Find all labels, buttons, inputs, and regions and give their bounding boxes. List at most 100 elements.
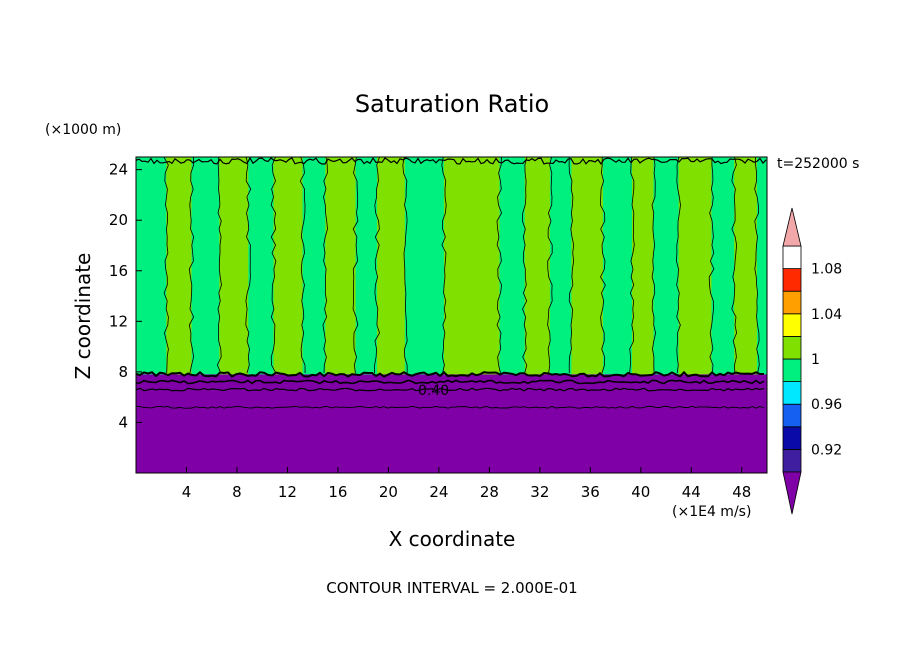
band-12 bbox=[499, 157, 526, 376]
horizontal-contour-2 bbox=[136, 387, 765, 392]
contour-label: 0.40 bbox=[418, 383, 449, 399]
x-tick-label-36: 36 bbox=[581, 483, 600, 501]
band-boundary-contour-21 bbox=[731, 157, 738, 374]
y-axis-label: Z coordinate bbox=[71, 253, 95, 380]
y-axis: 4 8 12 16 20 24 bbox=[109, 161, 142, 431]
colorbar-segment-5 bbox=[782, 335, 802, 360]
colorbar-segment-8 bbox=[782, 268, 802, 292]
y-tick-label-8: 8 bbox=[118, 363, 128, 381]
colorbar: 0.92 0.96 1 1.04 1.08 bbox=[782, 207, 842, 515]
band-boundary-contour-2 bbox=[188, 157, 195, 374]
band-boundary-contour-20 bbox=[708, 157, 715, 374]
band-boundary-contour-7 bbox=[322, 157, 328, 374]
contour-interval-footer: CONTOUR INTERVAL = 2.000E-01 bbox=[326, 579, 577, 597]
x-tick-label-40: 40 bbox=[631, 483, 650, 501]
x-tick-label-8: 8 bbox=[232, 483, 242, 501]
band-boundary-contour-4 bbox=[245, 157, 252, 374]
x-unit-label: (×1E4 m/s) bbox=[672, 504, 751, 520]
band-16 bbox=[602, 157, 633, 376]
band-boundary-contour-1 bbox=[163, 157, 169, 374]
colorbar-label-4: 1.08 bbox=[811, 262, 842, 278]
x-tick-label-48: 48 bbox=[732, 483, 751, 501]
plot-frame bbox=[135, 156, 768, 474]
colorbar-segment-1 bbox=[782, 426, 802, 450]
band-17 bbox=[631, 157, 654, 376]
band-19 bbox=[678, 157, 712, 376]
colorbar-under-arrow bbox=[782, 471, 802, 515]
upper-bands bbox=[136, 157, 767, 376]
x-axis: 4 8 12 16 20 24 28 32 36 40 44 48 bbox=[182, 467, 751, 501]
y-tick-label-12: 12 bbox=[109, 312, 128, 330]
band-6 bbox=[302, 157, 326, 376]
colorbar-segment-3 bbox=[782, 381, 802, 405]
band-10 bbox=[404, 157, 445, 376]
y-tick-label-20: 20 bbox=[109, 211, 128, 229]
band-boundary-contour-14 bbox=[547, 157, 553, 374]
y-tick-label-4: 4 bbox=[118, 413, 128, 431]
colorbar-segment-0 bbox=[782, 448, 802, 473]
y-tick-label-16: 16 bbox=[109, 262, 128, 280]
band-boundary-contour-10 bbox=[402, 157, 408, 374]
colorbar-label-1: 0.96 bbox=[811, 397, 842, 413]
y-tick-label-24: 24 bbox=[109, 161, 128, 179]
band-21 bbox=[734, 157, 758, 376]
band-8 bbox=[355, 157, 378, 376]
band-9 bbox=[377, 157, 406, 376]
band-14 bbox=[549, 157, 572, 376]
chart-title: Saturation Ratio bbox=[355, 90, 549, 118]
band-boundary-contour-12 bbox=[496, 157, 503, 374]
band-5 bbox=[273, 157, 304, 376]
band-boundary-contour-3 bbox=[216, 157, 222, 374]
band-22 bbox=[756, 157, 767, 376]
horizontal-contour-1 bbox=[136, 379, 765, 385]
x-tick-label-28: 28 bbox=[480, 483, 499, 501]
y-unit-label: (×1000 m) bbox=[45, 122, 121, 138]
band-2 bbox=[191, 157, 220, 376]
band-boundary-contour-13 bbox=[521, 157, 528, 374]
colorbar-segment-7 bbox=[782, 290, 802, 315]
band-boundary-contour-5 bbox=[270, 157, 277, 374]
plot-area bbox=[136, 157, 767, 473]
x-tick-label-20: 20 bbox=[379, 483, 398, 501]
colorbar-segment-6 bbox=[782, 313, 802, 337]
time-label: t=252000 s bbox=[777, 156, 859, 172]
horizontal-contour-0 bbox=[136, 370, 764, 378]
band-boundary-contour-16 bbox=[599, 157, 606, 374]
top-edge-contour bbox=[136, 157, 767, 165]
band-boundary-contour-22 bbox=[754, 157, 760, 374]
x-axis-label: X coordinate bbox=[389, 527, 516, 551]
band-boundary-contour-15 bbox=[568, 157, 575, 374]
band-boundary-contour-9 bbox=[374, 157, 380, 373]
band-7 bbox=[325, 157, 357, 376]
band-3 bbox=[219, 157, 249, 376]
band-13 bbox=[524, 157, 551, 376]
x-tick-label-4: 4 bbox=[182, 483, 192, 501]
band-20 bbox=[711, 157, 735, 376]
colorbar-label-0: 0.92 bbox=[811, 442, 842, 458]
x-tick-label-24: 24 bbox=[429, 483, 448, 501]
x-tick-label-32: 32 bbox=[530, 483, 549, 501]
band-1 bbox=[166, 157, 193, 376]
x-tick-label-12: 12 bbox=[278, 483, 297, 501]
horizontal-contour-3 bbox=[136, 405, 765, 409]
band-11 bbox=[443, 157, 500, 376]
band-boundary-contour-11 bbox=[441, 157, 447, 374]
x-tick-label-44: 44 bbox=[682, 483, 701, 501]
colorbar-segment-9 bbox=[782, 245, 802, 270]
lower-purple-layer bbox=[136, 374, 767, 473]
contour-lines bbox=[136, 157, 767, 409]
band-18 bbox=[653, 157, 680, 376]
band-boundary-contour-8 bbox=[352, 157, 359, 374]
band-boundary-contour-6 bbox=[299, 157, 306, 374]
band-15 bbox=[571, 157, 604, 376]
colorbar-over-arrow bbox=[782, 207, 802, 247]
band-boundary-contour-19 bbox=[675, 157, 681, 374]
band-4 bbox=[248, 157, 275, 376]
band-boundary-contour-18 bbox=[651, 157, 657, 374]
colorbar-label-3: 1.04 bbox=[811, 307, 842, 323]
band-0 bbox=[136, 157, 167, 376]
colorbar-segment-2 bbox=[782, 403, 802, 428]
colorbar-segment-4 bbox=[782, 358, 802, 383]
x-tick-label-16: 16 bbox=[328, 483, 347, 501]
